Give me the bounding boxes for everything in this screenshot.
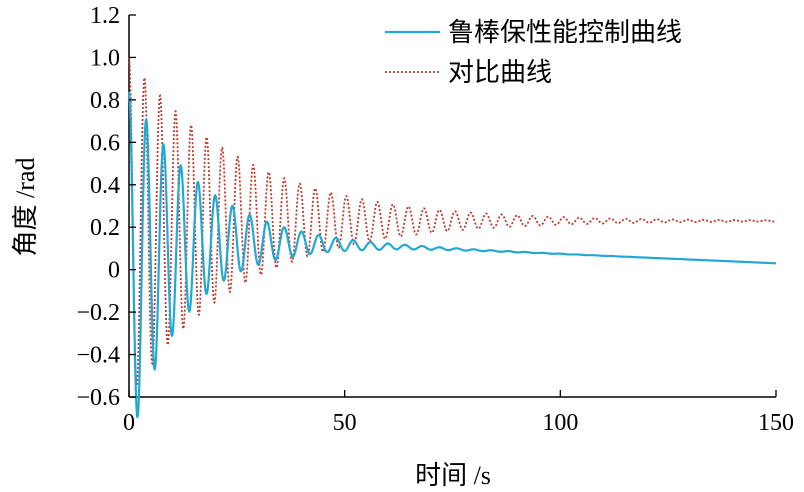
y-tick-label: 1.2 <box>90 3 120 29</box>
x-axis-title: 时间 /s <box>415 461 491 490</box>
y-tick-label: 0.4 <box>90 173 120 199</box>
legend-label-robust: 鲁棒保性能控制曲线 <box>448 18 682 47</box>
ticks-layer: −0.6 −0.4 −0.2 0 0.2 0.4 0.6 0.8 1.0 1.2 0 50 100 150 <box>76 3 794 436</box>
axes <box>128 15 776 398</box>
y-tick-label: −0.6 <box>76 385 120 411</box>
y-tick-label: −0.2 <box>76 300 120 326</box>
y-tick-label: 0.2 <box>90 215 120 241</box>
x-tick-label: 100 <box>542 410 578 436</box>
x-tick-label: 0 <box>123 410 135 436</box>
series-line-compare <box>128 57 777 388</box>
y-tick-label: 0.6 <box>90 130 120 156</box>
x-tick-label: 150 <box>758 410 794 436</box>
x-tick-label: 50 <box>333 410 357 436</box>
y-tick-label: 0 <box>108 258 120 284</box>
series-layer <box>127 57 777 419</box>
y-axis-title: 角度 /rad <box>11 158 40 257</box>
legend: 鲁棒保性能控制曲线 对比曲线 <box>385 18 682 87</box>
y-tick-label: −0.4 <box>76 343 120 369</box>
series-line-robust <box>127 91 777 419</box>
legend-label-compare: 对比曲线 <box>448 58 552 87</box>
y-tick-label: 1.0 <box>90 45 120 71</box>
y-tick-label: 0.8 <box>90 88 120 114</box>
